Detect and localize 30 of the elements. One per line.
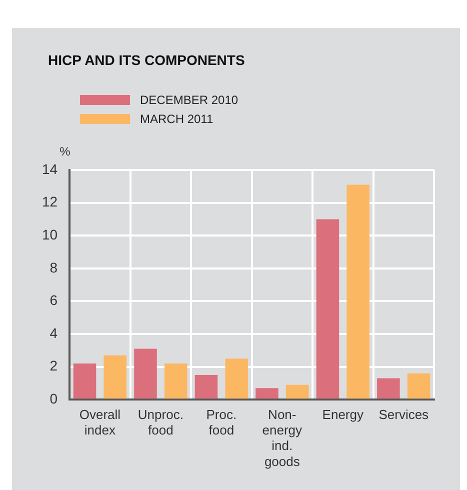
y-tick-label: 8 — [50, 259, 58, 276]
legend-label: MARCH 2011 — [140, 112, 214, 126]
y-tick-label: 14 — [42, 160, 58, 177]
bar — [256, 388, 278, 399]
bar — [134, 348, 157, 399]
bar — [346, 184, 370, 399]
chart-title: HICP AND ITS COMPONENTS — [48, 52, 245, 68]
x-tick-label: Proc. food — [206, 406, 237, 438]
x-tick-label: Services — [378, 406, 430, 422]
x-tick-label: Unproc. food — [138, 406, 184, 438]
y-tick-label: 0 — [50, 390, 58, 406]
y-tick-label: 12 — [42, 194, 58, 210]
legend-label: DECEMBER 2010 — [140, 92, 238, 106]
y-tick-label: 6 — [50, 292, 58, 308]
x-tick-label: Non- energy ind. goods — [262, 406, 303, 469]
x-tick-label: Energy — [322, 406, 364, 422]
bar — [377, 378, 400, 399]
bar — [104, 355, 127, 399]
y-tick-label: 2 — [50, 358, 58, 374]
bar — [316, 219, 340, 399]
x-tick-label: Overall index — [79, 406, 121, 438]
bar — [286, 384, 309, 399]
y-tick-label: 4 — [50, 324, 58, 341]
bar — [407, 373, 430, 399]
bar — [164, 364, 188, 399]
bar — [194, 375, 218, 399]
y-tick-label: 10 — [42, 226, 58, 242]
bar — [73, 364, 96, 399]
y-axis-title: % — [60, 144, 71, 158]
bar — [225, 358, 248, 399]
